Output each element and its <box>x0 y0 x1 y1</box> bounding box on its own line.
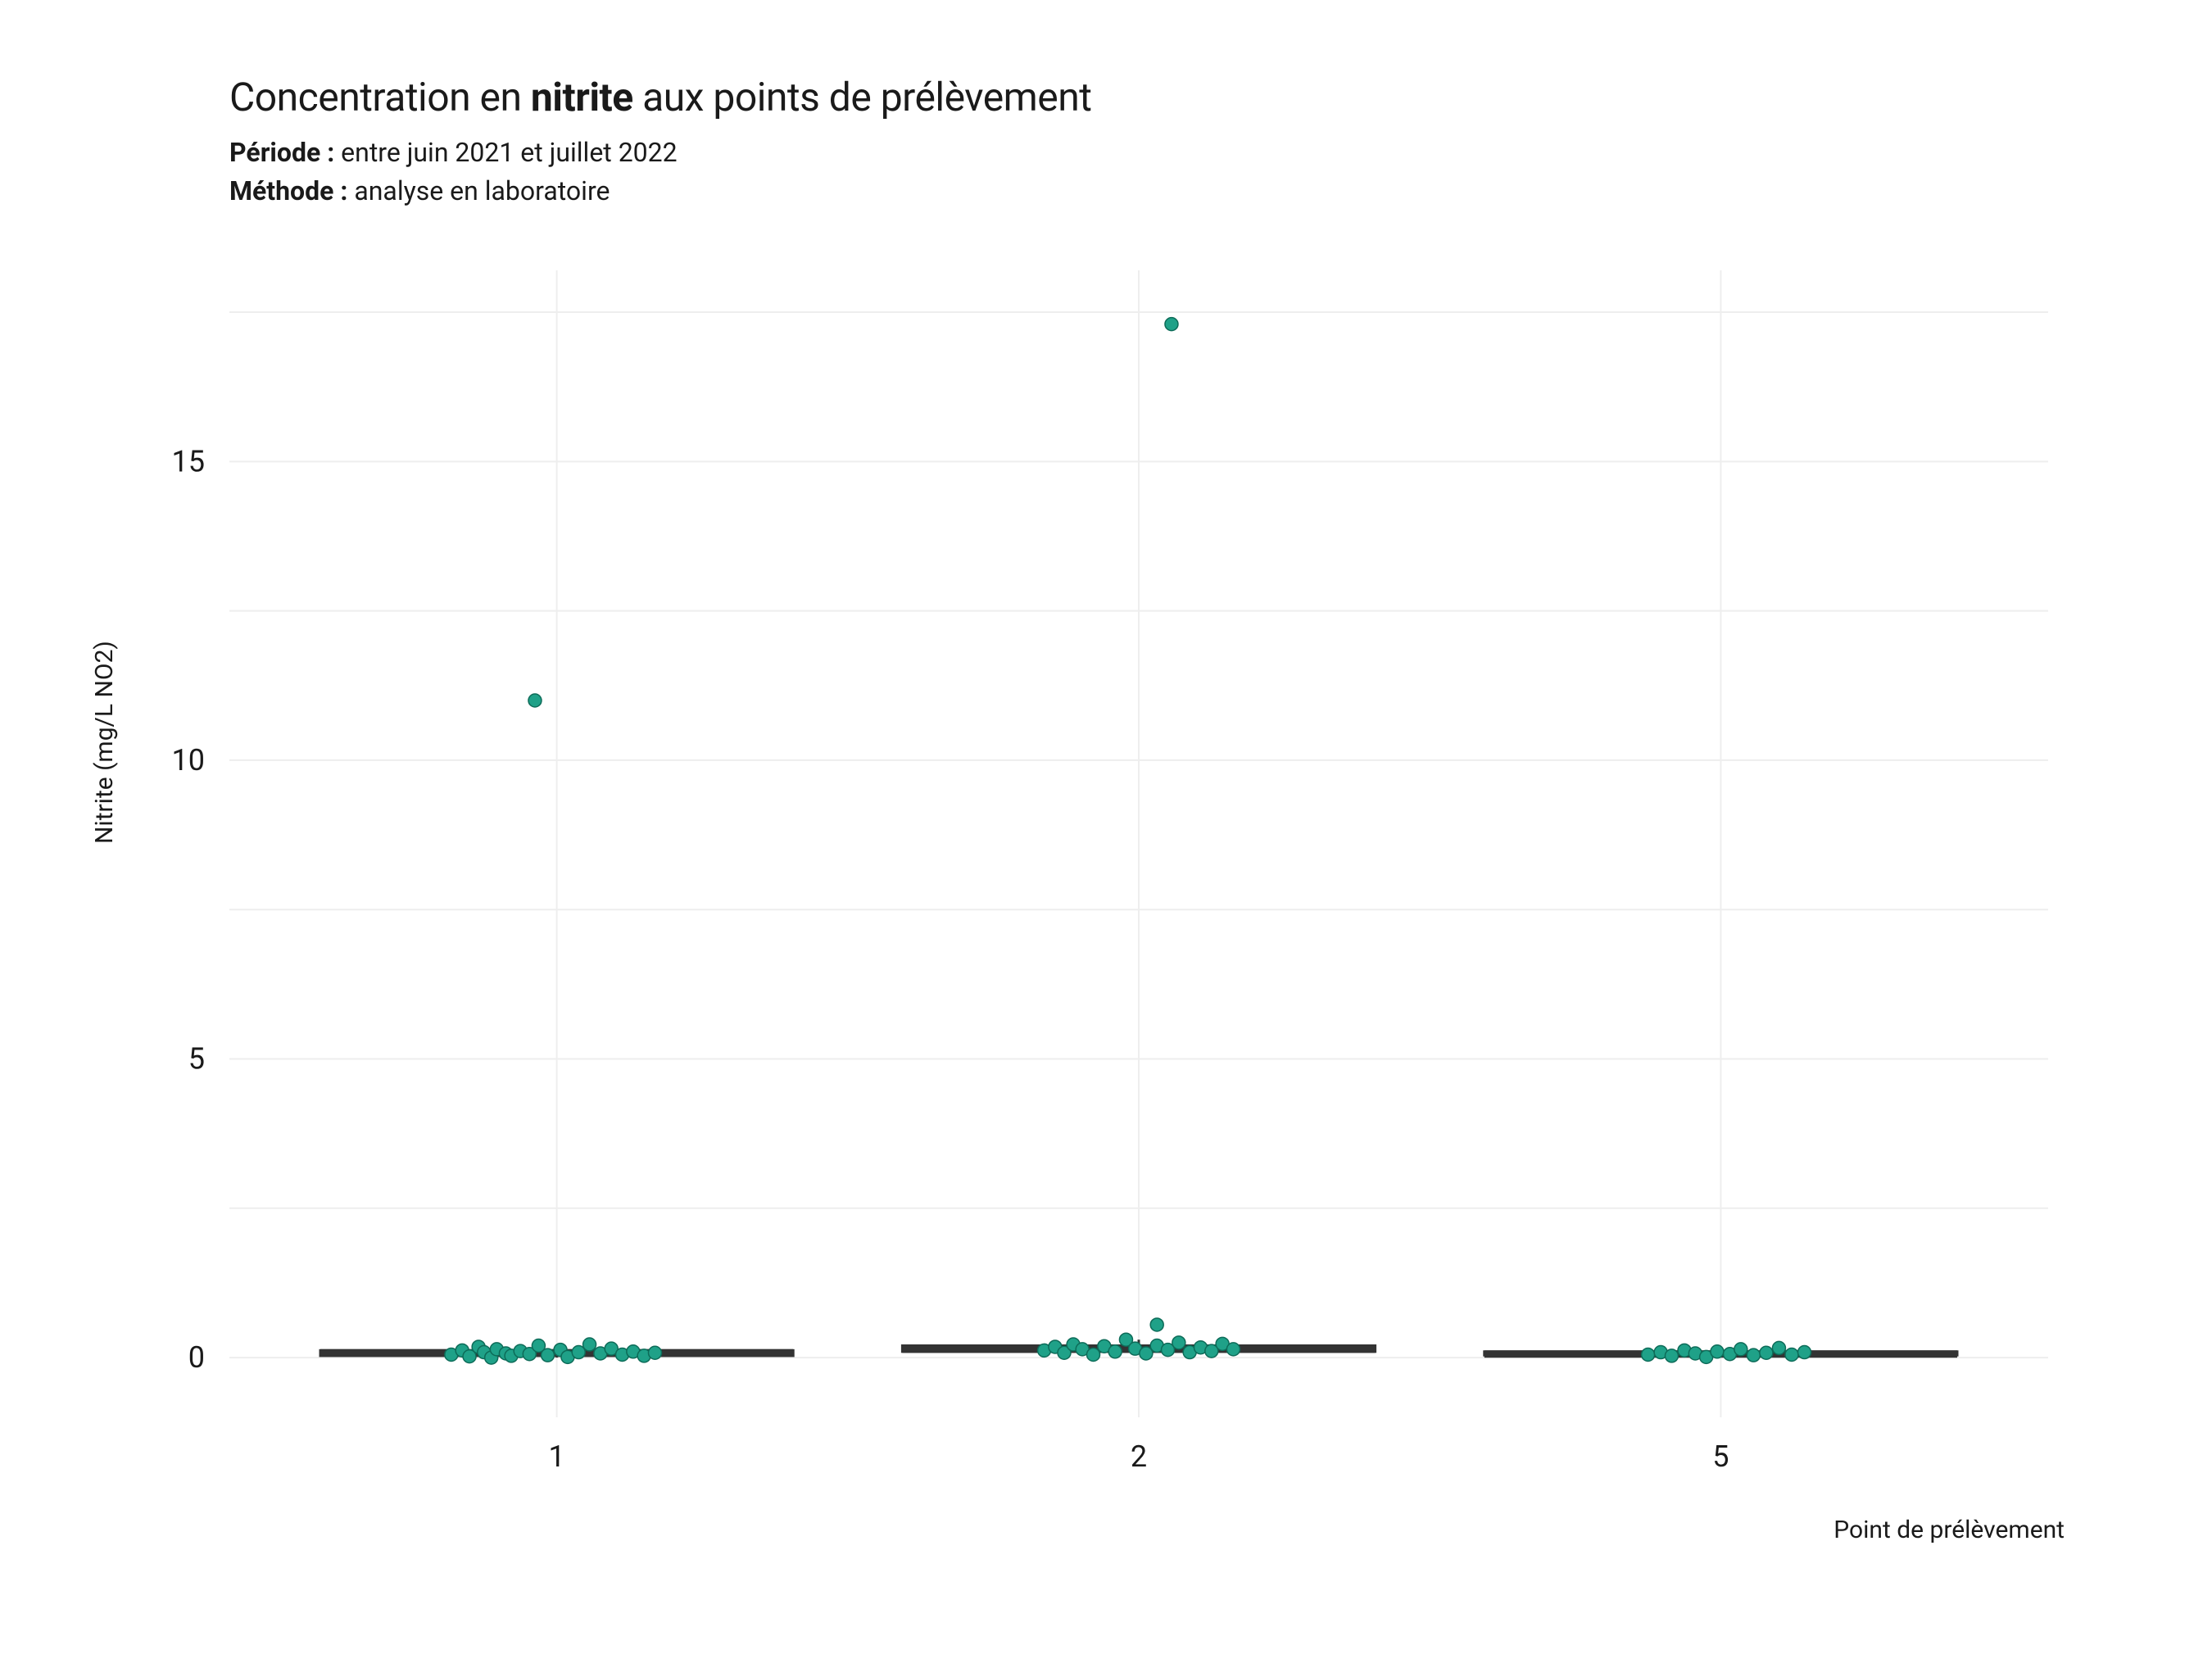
data-point <box>1747 1349 1760 1362</box>
data-point <box>1150 1318 1163 1331</box>
x-tick-label: 5 <box>1712 1439 1729 1474</box>
data-point <box>1798 1346 1811 1359</box>
x-tick-label: 2 <box>1131 1439 1147 1474</box>
y-tick-label: 15 <box>172 444 205 478</box>
data-point <box>1226 1343 1240 1356</box>
data-point <box>648 1346 661 1359</box>
subtitle-method: Méthode : analyse en laboratoire <box>229 174 1091 209</box>
chart-title: Concentration en nitrite aux points de p… <box>229 74 1091 120</box>
data-point <box>1108 1345 1122 1358</box>
title-block: Concentration en nitrite aux points de p… <box>229 74 1091 209</box>
title-suffix: aux points de prélèvement <box>633 74 1092 120</box>
data-point <box>1665 1349 1678 1362</box>
data-point <box>1172 1336 1185 1349</box>
plot-svg: 051015125 <box>229 270 2048 1417</box>
y-axis-title: Nitrite (mg/L NO2) <box>90 641 119 844</box>
period-value: entre juin 2021 et juillet 2022 <box>341 137 677 168</box>
data-point <box>1772 1341 1785 1354</box>
data-point <box>1760 1346 1773 1359</box>
data-point <box>1711 1345 1724 1358</box>
y-tick-label: 0 <box>188 1340 205 1375</box>
data-point <box>1734 1343 1747 1356</box>
data-point <box>583 1338 596 1351</box>
subtitle-period: Période : entre juin 2021 et juillet 202… <box>229 135 1091 170</box>
chart-container: Concentration en nitrite aux points de p… <box>0 0 2212 1659</box>
method-label: Méthode : <box>229 175 354 206</box>
data-point <box>1642 1348 1655 1361</box>
plot-area: 051015125 <box>229 270 2048 1417</box>
method-value: analyse en laboratoire <box>354 175 610 206</box>
y-tick-label: 10 <box>172 743 205 777</box>
title-prefix: Concentration en <box>229 74 531 120</box>
data-point <box>1165 318 1178 331</box>
data-point <box>528 694 542 707</box>
data-point <box>1785 1348 1798 1361</box>
period-label: Période : <box>229 137 341 168</box>
x-tick-label: 1 <box>548 1439 564 1474</box>
x-axis-title: Point de prélèvement <box>1834 1516 2065 1544</box>
data-point <box>542 1349 555 1362</box>
data-point <box>1087 1348 1100 1361</box>
title-bold: nitrite <box>531 74 633 120</box>
y-tick-label: 5 <box>188 1042 205 1077</box>
